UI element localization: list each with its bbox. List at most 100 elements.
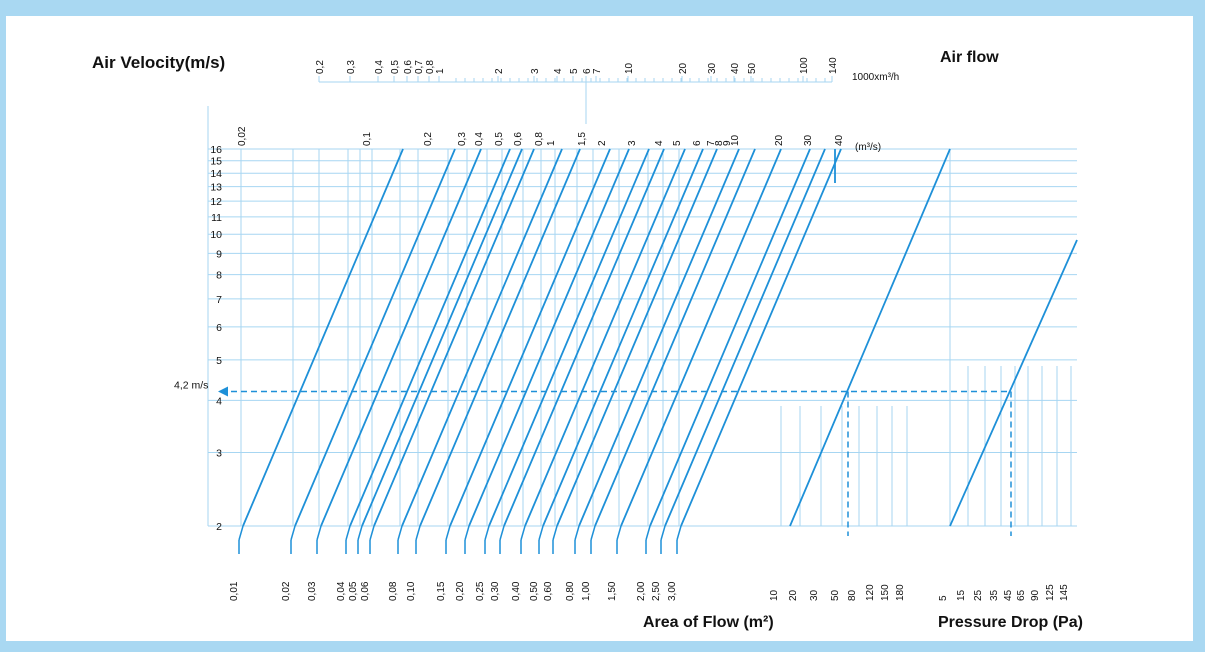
velocity-tick-label: 12 <box>210 196 222 208</box>
area-tick-label: 0,25 <box>475 581 486 601</box>
area-tick-label: 0,80 <box>565 581 576 601</box>
area-line <box>594 148 756 527</box>
area-line <box>349 148 511 527</box>
area-line <box>649 148 811 527</box>
area-tick-joint <box>484 525 490 541</box>
area-tick-label: 3,00 <box>667 581 678 601</box>
airflow-s-tick-label: 40 <box>834 134 845 146</box>
area-line <box>294 148 456 527</box>
area-tick-joint <box>345 525 351 541</box>
area-line <box>578 148 740 527</box>
airflow-h-tick-label: 3 <box>530 68 541 74</box>
area-tick-label: 2,50 <box>651 581 662 601</box>
pressure-tick-label: 15 <box>956 589 967 601</box>
area-right-tick-label: 30 <box>809 589 820 601</box>
airflow-h-tick-label: 0,8 <box>425 60 436 74</box>
airflow-h-tick-label: 0,5 <box>390 60 401 74</box>
velocity-tick-label: 5 <box>216 355 222 367</box>
airflow-title: Air flow <box>940 49 999 66</box>
airflow-s-tick-label: 0,2 <box>423 132 434 146</box>
area-tick-label: 0,05 <box>348 581 359 601</box>
area-tick-joint <box>660 525 666 541</box>
airflow-h-tick-label: 30 <box>707 62 718 74</box>
area-line <box>680 148 842 527</box>
area-tick-joint <box>415 525 421 541</box>
area-line <box>320 148 482 527</box>
area-lines <box>238 148 1078 554</box>
area-tick-joint <box>538 525 544 541</box>
area-tick-joint <box>645 525 651 541</box>
area-tick-joint <box>590 525 596 541</box>
airflow-h-tick-label: 6 <box>582 68 593 74</box>
velocity-tick-label: 13 <box>210 182 222 194</box>
area-tick-label: 0,08 <box>388 581 399 601</box>
airflow-s-tick-label: 0,3 <box>457 132 468 146</box>
area-tick-joint <box>290 525 296 541</box>
airflow-h-tick-label: 5 <box>569 68 580 74</box>
area-tick-joint <box>499 525 505 541</box>
airflow-s-tick-label: 8 <box>714 140 725 146</box>
area-tick-joint <box>464 525 470 541</box>
area-right-tick-label: 80 <box>847 589 858 601</box>
area-right-tick-label: 10 <box>769 589 780 601</box>
pressure-tick-label: 90 <box>1030 589 1041 601</box>
airflow-s-tick-label: 5 <box>672 140 683 146</box>
velocity-tick-label: 9 <box>216 248 222 260</box>
area-line <box>373 148 535 527</box>
airflow-s-tick-label: 7 <box>706 140 717 146</box>
velocity-tick-label: 4 <box>216 395 222 407</box>
airflow-h-tick-label: 100 <box>799 57 810 74</box>
area-tick-joint <box>397 525 403 541</box>
area-tick-label: 0,04 <box>336 581 347 601</box>
airflow-h-tick-label: 7 <box>592 68 603 74</box>
area-tick-joint <box>316 525 322 541</box>
pressure-tick-label: 25 <box>973 589 984 601</box>
velocity-tick-label: 14 <box>210 168 222 180</box>
pressure-tick-label: 125 <box>1045 584 1056 601</box>
pressure-tick-label: 5 <box>938 595 949 601</box>
airflow-s-tick-label: 0,8 <box>534 132 545 146</box>
area-tick-label: 0,20 <box>455 581 466 601</box>
airflow-s-tick-label: 9 <box>722 140 733 146</box>
airflow-s-tick-label: 0,02 <box>237 126 248 146</box>
area-tick-label: 0,02 <box>281 581 292 601</box>
area-tick-label: 0,60 <box>543 581 554 601</box>
pressure-tick-label: 35 <box>989 589 1000 601</box>
airflow-h-tick-label: 0,7 <box>414 60 425 74</box>
area-right-tick-label: 120 <box>865 584 876 601</box>
area-tick-label: 0,15 <box>436 581 447 601</box>
airflow-h-tick-label: 0,2 <box>315 60 326 74</box>
airflow-h-tick-label: 2 <box>494 68 505 74</box>
area-tick-label: 0,01 <box>229 581 240 601</box>
area-title: Area of Flow (m²) <box>643 614 774 631</box>
airflow-h-tick-label: 20 <box>678 62 689 74</box>
area-tick-label: 0,50 <box>529 581 540 601</box>
airflow-s-tick-label: 0,6 <box>513 132 524 146</box>
area-tick-label: 1,00 <box>581 581 592 601</box>
area-tick-joint <box>445 525 451 541</box>
velocity-tick-label: 11 <box>211 212 222 224</box>
example-path <box>218 386 1012 536</box>
airflow-s-tick-label: 20 <box>774 134 785 146</box>
area-tick-label: 0,30 <box>490 581 501 601</box>
area-tick-label: 0,06 <box>360 581 371 601</box>
pressure-conversion-line <box>789 148 951 527</box>
airflow-h-tick-label: 4 <box>553 68 564 74</box>
chart-frame: 2 3 4 5 6 7 8 9 10 11 12 13 14 15 16 0,01 0,02 0,03 0,04 0,… <box>6 16 1193 641</box>
airflow-s-tick-label: 2 <box>597 140 608 146</box>
airflow-s-tick-label: 0,4 <box>474 132 485 146</box>
pressure-tick-label: 45 <box>1003 589 1014 601</box>
area-line <box>664 148 826 527</box>
pressure-tick-label: 145 <box>1059 584 1070 601</box>
airflow-s-tick-label: 6 <box>692 140 703 146</box>
velocity-tick-label: 3 <box>216 447 222 459</box>
airflow-s-tick-label: 0,5 <box>494 132 505 146</box>
area-line <box>468 148 630 527</box>
airflow-s-tick-label: 30 <box>803 134 814 146</box>
velocity-tick-label: 7 <box>216 294 222 306</box>
velocity-tick-label: 16 <box>210 144 222 156</box>
area-tick-label: 0,40 <box>511 581 522 601</box>
airflow-s-tick-label: 1 <box>546 140 557 146</box>
